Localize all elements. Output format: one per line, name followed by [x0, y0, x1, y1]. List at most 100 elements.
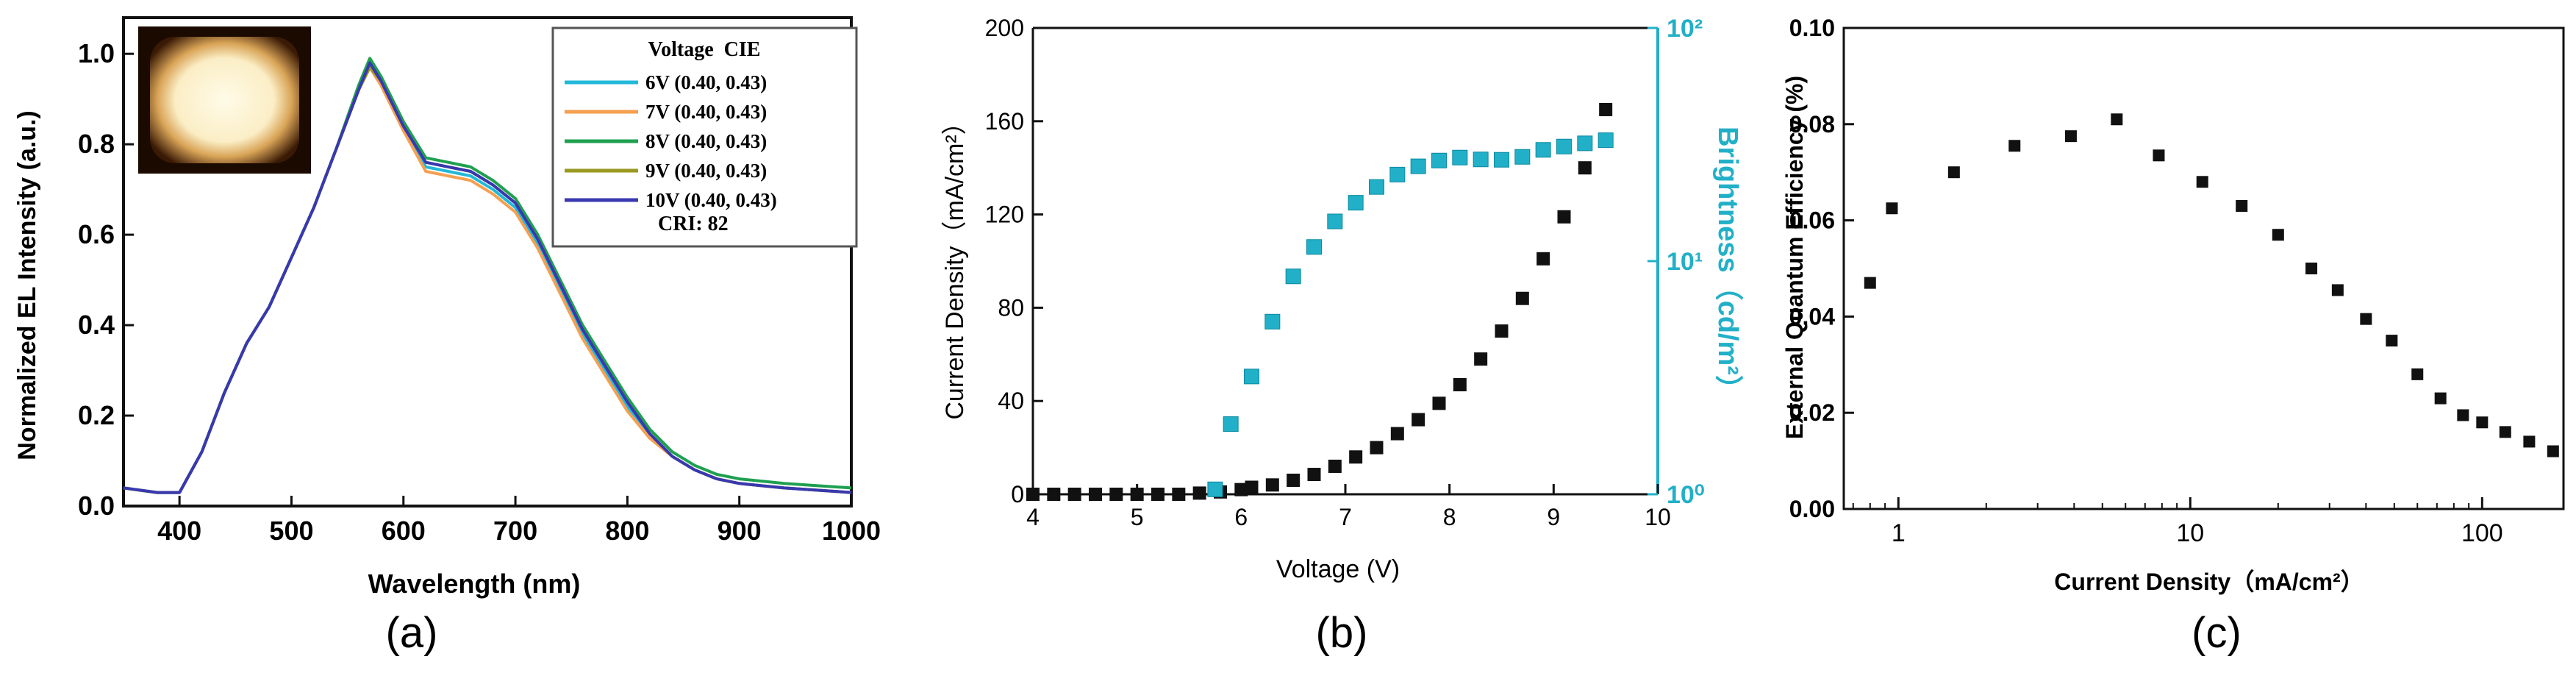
el-device-photo: [138, 26, 311, 174]
eqe-point: [2236, 199, 2248, 212]
x-tick-label: 6: [1234, 504, 1248, 530]
x-tick-label: 100: [2461, 519, 2503, 547]
eqe-point: [2153, 149, 2165, 162]
brightness-point: [1264, 313, 1281, 330]
current-density-point: [1307, 468, 1321, 482]
y2-tick-label: 10¹: [1667, 248, 1703, 276]
current-density-point: [1515, 291, 1529, 305]
legend-entry: 8V (0.40, 0.43): [645, 130, 767, 152]
eqe-point: [2272, 229, 2284, 241]
brightness-point: [1577, 135, 1593, 152]
eqe-point: [2331, 284, 2344, 296]
current-density-point: [1370, 441, 1384, 455]
x-tick-label: 8: [1443, 504, 1456, 530]
current-density-point: [1047, 488, 1061, 501]
x-tick-label: 800: [605, 516, 649, 546]
x-tick-label: 9: [1547, 504, 1560, 530]
eqe-point: [2499, 426, 2511, 438]
panel-a-lines: [123, 57, 852, 494]
panel-c-ticks: 1 10 100 0.00 0.02 0.04 0.06 0.08 0.10: [1789, 15, 2503, 547]
brightness-point: [1369, 179, 1384, 195]
panel-c-points: [1864, 113, 2559, 457]
panel-a-y-label: Normalized EL Intensity (a.u.): [13, 110, 41, 460]
eqe-point: [2111, 113, 2123, 126]
current-density-point: [1536, 252, 1550, 266]
panel-c-axes: [1842, 26, 2565, 510]
eqe-point: [2476, 416, 2489, 429]
eqe-point: [1947, 166, 1960, 179]
y-tick-label: 200: [985, 15, 1024, 41]
current-density-point: [1474, 352, 1488, 366]
legend-cri: CRI: 82: [658, 213, 729, 235]
x-tick-label: 10: [2176, 519, 2204, 547]
panel-a-axes: [122, 16, 853, 508]
brightness-point: [1494, 152, 1509, 168]
current-density-point: [1265, 478, 1279, 492]
current-density-point: [1192, 486, 1206, 500]
eqe-point: [2411, 368, 2424, 380]
eqe-point: [2523, 435, 2536, 448]
y-tick-label: 0.10: [1789, 15, 1835, 41]
eqe-point: [2386, 335, 2398, 347]
y-tick-label: 0.6: [78, 219, 115, 249]
panel-b-y-label: Current Density（mA/cm²）: [941, 110, 969, 419]
brightness-point: [1207, 481, 1223, 497]
current-density-point: [1349, 450, 1363, 464]
x-tick-label: 7: [1339, 504, 1352, 530]
brightness-point: [1452, 149, 1468, 165]
y-tick-label: 0.02: [1789, 399, 1835, 426]
panel-a-legend: Voltage CIE 6V (0.40, 0.43) 7V (0.40, 0.4…: [551, 26, 858, 248]
eqe-point: [2547, 445, 2559, 457]
legend-entry: 6V (0.40, 0.43): [645, 71, 767, 93]
y-tick-label: 80: [998, 294, 1024, 321]
panel-a-frame: [122, 16, 853, 508]
panel-b-y2-label: Brightness（cd/m²）: [1712, 127, 1743, 403]
panel-a-x-label: Wavelength (nm): [368, 569, 581, 599]
x-tick-label: 1000: [822, 516, 881, 546]
current-density-point: [1089, 488, 1102, 501]
brightness-point: [1306, 239, 1322, 255]
x-tick-label: 1: [1892, 519, 1906, 547]
brightness-point: [1556, 138, 1572, 154]
current-density-point: [1109, 488, 1123, 501]
panel-c: 1 10 100 0.00 0.02 0.04 0.06 0.08 0.10 Current D…: [1781, 15, 2565, 657]
y-tick-label: 1.0: [78, 38, 115, 68]
current-density-point: [1599, 102, 1613, 116]
x-tick-label: 700: [493, 516, 537, 546]
panel-b-points: [1026, 102, 1614, 501]
panel-b-x-label: Voltage (V): [1276, 555, 1400, 583]
panel-c-y-label: External Quantum Efficiency (%): [1781, 76, 1808, 439]
panel-a-ticks: 400 500 600 700 800 900 1000 0.0 0.2 0.4 0.6 0.8 1.0: [78, 38, 881, 546]
panel-b: 4 5 6 7 8 9 10 0 40 80 120 160 200 10⁰ 10¹ 10² Voltage …: [941, 15, 1743, 657]
brightness-point: [1410, 158, 1426, 174]
y-tick-label: 0.00: [1789, 496, 1835, 522]
y-tick-label: 0: [1011, 481, 1024, 508]
panel-a: 400 500 600 700 800 900 1000 0.0 0.2 0.4 0.6 0.8 1.0…: [13, 16, 881, 657]
brightness-point: [1244, 368, 1259, 385]
eqe-point: [2008, 140, 2021, 152]
x-tick-label: 500: [269, 516, 313, 546]
x-tick-label: 400: [157, 516, 201, 546]
current-density-point: [1172, 488, 1186, 501]
current-density-point: [1328, 459, 1342, 473]
legend-entry: 9V (0.40, 0.43): [645, 160, 767, 182]
y2-tick-label: 10²: [1667, 15, 1703, 43]
eqe-point: [1864, 277, 1876, 289]
x-tick-label: 4: [1026, 504, 1040, 530]
y-tick-label: 0.4: [78, 310, 115, 340]
legend-title: Voltage CIE: [648, 38, 761, 61]
brightness-point: [1473, 152, 1489, 168]
eqe-point: [2360, 313, 2372, 325]
y-tick-label: 120: [985, 202, 1024, 228]
el-spectrum-line-4: [123, 61, 852, 494]
brightness-point: [1223, 416, 1239, 432]
brightness-point: [1598, 132, 1614, 149]
y-tick-label: 160: [985, 108, 1024, 135]
brightness-point: [1285, 268, 1301, 285]
legend-items: 6V (0.40, 0.43) 7V (0.40, 0.43) 8V (0.40, …: [565, 71, 777, 211]
panel-b-label: (b): [1316, 609, 1368, 657]
current-density-point: [1067, 488, 1081, 501]
eqe-point: [2064, 130, 2077, 143]
y-tick-label: 0.2: [78, 400, 115, 430]
